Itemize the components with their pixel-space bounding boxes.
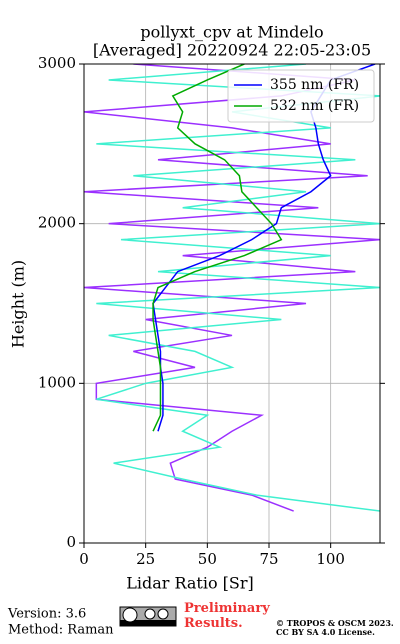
x-tick-label: 75 <box>259 550 278 568</box>
x-tick-label: 0 <box>79 550 89 568</box>
y-tick-label: 1000 <box>38 373 76 391</box>
x-tick-label: 50 <box>198 550 217 568</box>
status: Preliminary Results. <box>184 601 270 631</box>
y-tick-label: 2000 <box>38 214 76 232</box>
profile-line <box>96 64 380 512</box>
status-box: Preliminary Results. <box>184 601 270 631</box>
y-axis-label: Height (m) <box>9 260 28 348</box>
plot-frame <box>83 63 381 544</box>
y-tick-label: 3000 <box>38 54 76 72</box>
license: CC BY SA 4.0 License. <box>276 627 375 637</box>
legend-label: 532 nm (FR) <box>270 98 359 114</box>
method: Method: Raman <box>8 623 114 638</box>
legend-box <box>227 69 375 123</box>
copyright: © TROPOS & OSCM 2023. <box>276 618 394 628</box>
profile-line <box>152 64 283 432</box>
chart-title: pollyxt_cpv at Mindelo <box>140 23 323 42</box>
profile-line <box>84 64 380 512</box>
x-tick-label: 25 <box>136 550 155 568</box>
chart-subtitle: [Averaged] 20220924 22:05-23:05 <box>93 41 371 60</box>
legend-label: 355 nm (FR) <box>270 77 359 93</box>
cc-logo <box>119 606 177 627</box>
version: Version: 3.6 <box>7 607 86 622</box>
x-axis-label: Lidar Ratio [Sr] <box>126 574 254 593</box>
x-tick-label: 100 <box>316 550 345 568</box>
y-tick-label: 0 <box>66 533 76 551</box>
